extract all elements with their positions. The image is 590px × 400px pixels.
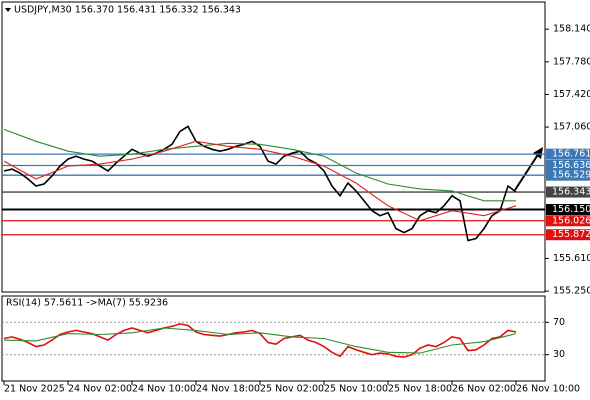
level-label-bg — [546, 159, 590, 171]
level-label: 156.761 — [552, 149, 590, 160]
x-tick-label: 24 Nov 18:00 — [196, 384, 260, 395]
y-tick-label: 157.060 — [553, 122, 590, 133]
y-tick-label: 157.420 — [553, 89, 590, 100]
level-label-bg — [546, 148, 590, 160]
level-label: 156.150 — [552, 204, 590, 215]
price-panel — [1, 1, 546, 293]
x-tick-label: 24 Nov 02:00 — [68, 384, 132, 395]
level-label-bg — [546, 169, 590, 181]
arrow — [514, 152, 540, 191]
level-label: 156.529 — [552, 170, 590, 181]
x-tick-label: 24 Nov 10:00 — [132, 384, 196, 395]
level-label: 156.026 — [552, 215, 590, 226]
series-line — [3, 323, 517, 358]
arrow-head — [533, 147, 543, 159]
y-tick-label: 155.250 — [553, 286, 590, 297]
x-tick-label: 26 Nov 10:00 — [516, 384, 580, 395]
x-tick-label: 25 Nov 18:00 — [388, 384, 452, 395]
level-label-bg — [546, 186, 590, 198]
y-tick-label: 70 — [553, 317, 565, 328]
series-line — [3, 327, 517, 354]
series-line — [3, 140, 517, 222]
level-label: 156.636 — [552, 160, 590, 171]
level-label-bg — [546, 204, 590, 216]
y-tick-label: 157.780 — [553, 56, 590, 67]
y-tick-label: 30 — [553, 349, 565, 360]
rsi-title: RSI(14) 57.5611 ->MA(7) 55.9236 — [6, 298, 168, 309]
series-line — [3, 125, 517, 242]
x-tick-label: 25 Nov 02:00 — [260, 384, 324, 395]
y-tick-label: 158.140 — [553, 24, 590, 35]
x-tick-label: 21 Nov 2025 — [4, 384, 65, 395]
x-tick-label: 26 Nov 02:00 — [452, 384, 516, 395]
chart-title: USDJPY,M30 156.370 156.431 156.332 156.3… — [14, 5, 241, 16]
level-label: 155.872 — [552, 229, 590, 240]
symbol-icon — [5, 8, 11, 12]
level-label: 156.343 — [552, 187, 590, 198]
level-label-bg — [546, 215, 590, 227]
series-line — [3, 128, 516, 202]
level-label-bg — [546, 229, 590, 241]
y-tick-label: 155.610 — [553, 253, 590, 264]
rsi-panel — [1, 295, 546, 382]
x-tick-label: 25 Nov 10:00 — [324, 384, 388, 395]
